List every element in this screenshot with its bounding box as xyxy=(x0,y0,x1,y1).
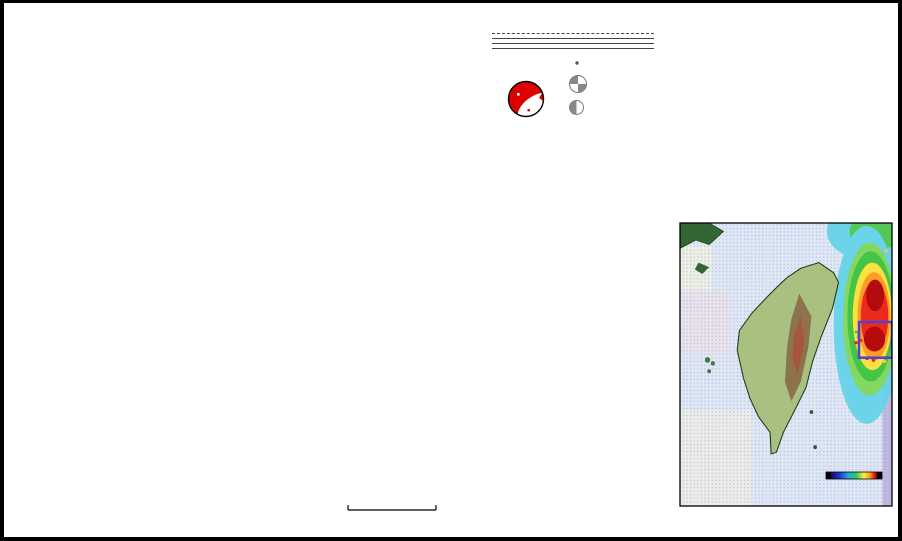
misfit-reduction-map xyxy=(679,222,893,507)
focal-mechanism-beachball-icon xyxy=(507,80,545,118)
clvd-icon xyxy=(569,100,584,115)
map-colorbar xyxy=(825,471,883,480)
best-fit-solution-panel xyxy=(492,17,654,149)
report-canvas xyxy=(4,3,898,537)
decomposition-legend xyxy=(568,57,594,116)
iso-icon xyxy=(575,61,579,65)
misfit-reduction-plot xyxy=(658,55,898,215)
map-frame xyxy=(679,222,893,507)
dc-icon xyxy=(569,75,587,93)
nodal-plane-table xyxy=(492,33,654,49)
time-scale-bar xyxy=(347,505,437,511)
epicenter-zoom-box xyxy=(857,320,892,360)
map-base xyxy=(680,223,892,506)
